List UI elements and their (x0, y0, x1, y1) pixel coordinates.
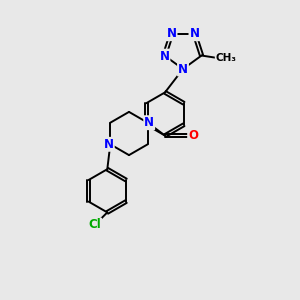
Text: N: N (190, 27, 200, 40)
Text: Cl: Cl (88, 218, 101, 232)
Text: N: N (104, 138, 114, 151)
Text: CH₃: CH₃ (216, 53, 237, 63)
Text: N: N (167, 27, 176, 40)
Text: N: N (160, 50, 170, 63)
Text: O: O (188, 129, 198, 142)
Text: N: N (144, 116, 154, 129)
Text: N: N (178, 62, 188, 76)
